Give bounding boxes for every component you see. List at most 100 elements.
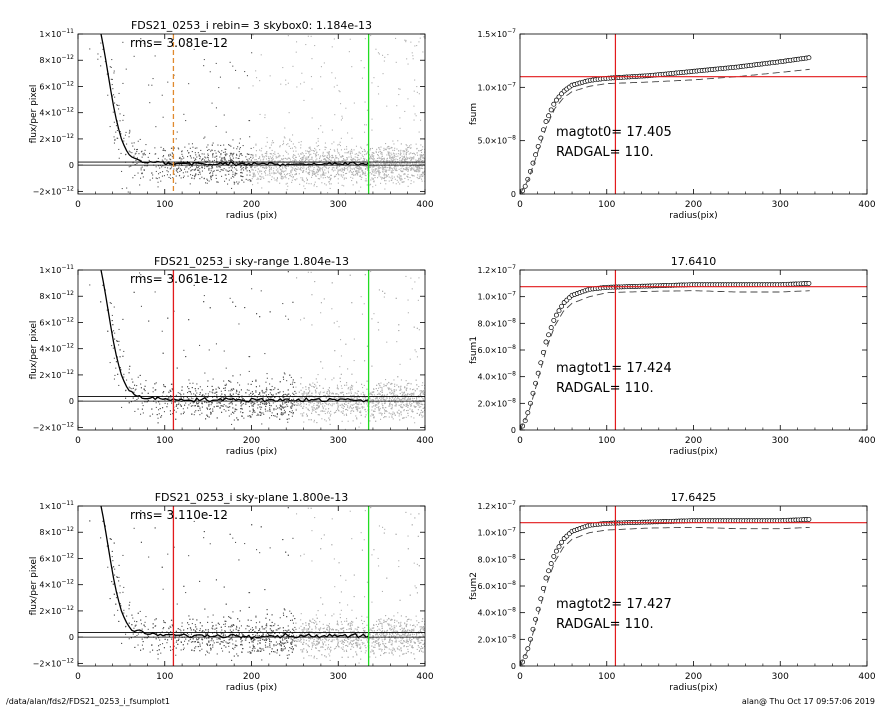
scatter-point [360,186,362,188]
scatter-point [113,330,115,332]
scatter-point [365,124,367,126]
scatter-point [224,153,226,155]
scatter-point [207,179,209,181]
scatter-point [337,403,339,405]
scatter-point [393,167,395,169]
scatter-point [349,165,351,167]
scatter-point [133,291,135,293]
scatter-point [251,169,253,171]
scatter-point [163,148,165,150]
scatter-point [326,151,328,153]
scatter-point [256,178,258,180]
scatter-point [364,174,366,176]
scatter-point [426,155,427,156]
scatter-point [342,155,344,157]
scatter-point [284,176,286,178]
scatter-point [340,103,342,105]
scatter-point [210,170,212,172]
scatter-point [243,417,245,419]
scatter-point [421,148,423,150]
scatter-point [176,170,178,172]
scatter-point [395,183,397,185]
scatter-point [389,154,391,156]
scatter-point [188,163,190,165]
scatter-point [350,412,352,414]
scatter-point [162,116,164,118]
scatter-point [350,392,352,394]
scatter-point [341,167,343,169]
scatter-point [393,176,395,178]
scatter-point [188,83,190,85]
scatter-point [350,152,352,154]
scatter-point [260,412,262,414]
scatter-point [188,143,190,145]
scatter-point [242,398,244,400]
scatter-point [277,160,279,162]
scatter-point [387,146,389,148]
scatter-point [411,174,413,176]
scatter-point [255,169,257,171]
scatter-point [229,157,231,159]
scatter-point [130,165,132,167]
scatter-point [287,35,289,37]
scatter-point [223,350,225,352]
scatter-point [262,176,264,178]
scatter-point [134,400,136,402]
scatter-point [293,168,295,170]
scatter-point [212,378,214,380]
scatter-point [354,392,356,394]
scatter-point [401,178,403,180]
scatter-point [241,415,243,417]
scatter-point [305,386,307,388]
scatter-point [347,166,349,168]
scatter-point [346,384,348,386]
scatter-point [373,169,375,171]
scatter-point [327,410,329,412]
scatter-point [252,412,254,414]
scatter-point [211,391,213,393]
x-tick-label: 400 [858,200,875,210]
scatter-point [300,159,302,161]
scatter-point [296,165,298,167]
scatter-point [251,155,253,157]
scatter-point [364,38,366,40]
scatter-point [284,157,286,159]
scatter-point [371,413,373,415]
scatter-point [333,322,335,324]
scatter-point [360,60,362,62]
scatter-point [322,392,324,394]
scatter-point [208,403,210,405]
scatter-point [350,168,352,170]
scatter-point [349,401,351,403]
scatter-point [405,168,407,170]
scatter-point [265,174,267,176]
scatter-point [118,157,120,159]
scatter-point [199,394,201,396]
scatter-point [287,185,289,187]
scatter-point [404,151,406,153]
scatter-point [311,401,313,403]
scatter-point [382,169,384,171]
scatter-point [364,150,366,152]
scatter-point [157,422,159,424]
scatter-point [162,392,164,394]
scatter-point [125,131,127,133]
scatter-point [343,158,345,160]
scatter-point [379,171,381,173]
scatter-point [152,413,154,415]
scatter-point [225,174,227,176]
scatter-point [175,175,177,177]
scatter-point [295,392,297,394]
scatter-point [212,153,214,155]
scatter-point [369,158,371,160]
scatter-point [311,410,313,412]
scatter-point [313,402,315,404]
scatter-point [398,168,400,170]
scatter-point [328,387,330,389]
scatter-point [335,166,337,168]
scatter-point [383,399,385,401]
scatter-point [152,174,154,176]
scatter-point [170,154,172,156]
scatter-point [225,367,227,369]
scatter-point [95,250,96,251]
